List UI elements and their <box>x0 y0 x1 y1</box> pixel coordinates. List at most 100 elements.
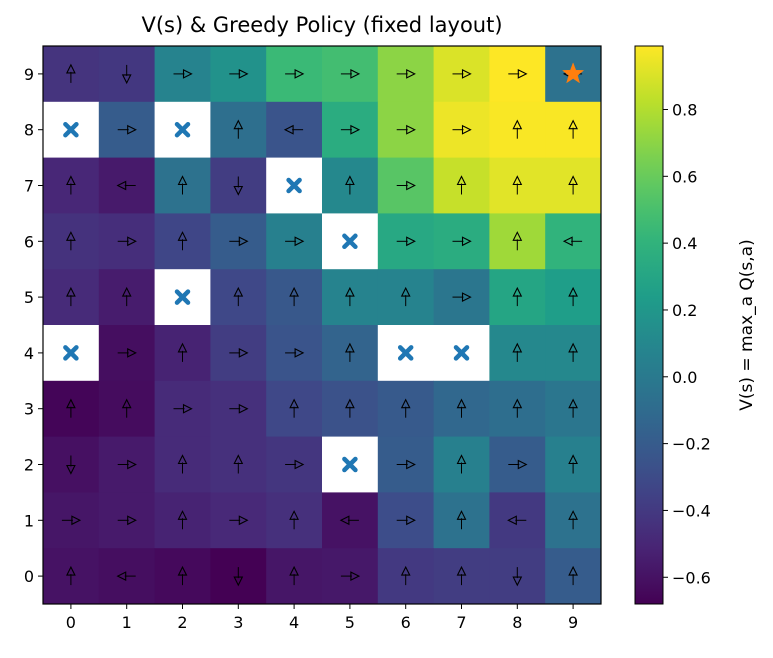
policy-arrow-up <box>568 342 578 362</box>
policy-arrow-up <box>456 565 467 586</box>
policy-arrow-up <box>456 175 467 195</box>
policy-arrow-up <box>345 342 355 362</box>
y-tick-label: 6 <box>24 232 34 251</box>
y-tick-label: 0 <box>24 567 34 586</box>
policy-arrow-left <box>116 571 136 581</box>
x-tick-label: 0 <box>66 613 76 632</box>
obstacle-marker <box>174 121 191 138</box>
policy-arrow-left <box>339 515 359 526</box>
policy-arrow-up <box>456 454 467 474</box>
y-axis: 9 8 7 6 5 4 3 2 1 0 <box>24 65 43 586</box>
policy-arrow-right <box>117 459 137 470</box>
policy-arrow-right <box>117 348 137 358</box>
colorbar: −0.6 −0.4 −0.2 0.0 0.2 0.4 0.6 0.8 V(s) = max_a… <box>634 45 757 605</box>
policy-arrow-right <box>396 180 416 191</box>
policy-arrow-up <box>568 510 578 530</box>
policy-arrow-down <box>233 567 244 587</box>
policy-arrow-right <box>229 403 249 414</box>
policy-arrow-up <box>400 398 411 418</box>
y-tick-label: 3 <box>24 400 34 419</box>
colorbar-label: V(s) = max_a Q(s,a) <box>737 239 757 411</box>
policy-arrow-right <box>508 69 528 79</box>
policy-arrow-right <box>452 69 472 79</box>
policy-arrow-right <box>396 515 416 526</box>
policy-arrow-up <box>177 510 188 530</box>
policy-arrow-up <box>345 398 355 418</box>
x-axis: 0 1 2 3 4 5 6 7 8 9 <box>66 604 578 632</box>
obstacle-marker <box>342 233 358 250</box>
policy-arrow-up <box>66 231 76 251</box>
policy-arrow-up <box>66 63 76 83</box>
policy-arrow-up <box>568 119 578 139</box>
policy-arrow-right <box>117 236 137 247</box>
policy-arrow-up <box>177 454 188 474</box>
x-tick-label: 9 <box>568 613 578 632</box>
x-tick-label: 7 <box>456 613 466 632</box>
policy-arrow-up <box>400 286 411 307</box>
policy-arrow-up <box>512 231 523 251</box>
colorbar-ticks: −0.6 −0.4 −0.2 0.0 0.2 0.4 0.6 0.8 <box>663 100 711 587</box>
obstacle-marker <box>397 345 414 361</box>
policy-arrow-up <box>456 398 467 418</box>
policy-arrow-right <box>340 69 361 79</box>
colorbar-tick-label: 0.0 <box>672 368 697 387</box>
policy-arrow-up <box>568 565 578 586</box>
policy-arrow-right <box>340 571 361 581</box>
policy-arrow-right <box>452 236 472 247</box>
policy-arrow-right <box>396 236 416 247</box>
policy-arrow-up <box>66 175 76 195</box>
obstacle-marker <box>286 177 302 194</box>
plot-frame <box>42 45 602 605</box>
policy-arrow-up <box>345 286 355 307</box>
policy-arrow-up <box>66 398 76 418</box>
policy-arrow-right <box>452 124 472 135</box>
policy-arrow-right <box>61 515 82 526</box>
policy-arrow-down <box>512 567 523 587</box>
policy-arrow-left <box>283 124 304 135</box>
policy-arrow-up <box>289 510 299 530</box>
policy-arrow-up <box>233 454 244 474</box>
colorbar-tick-label: −0.6 <box>672 568 711 587</box>
policy-arrow-right <box>452 292 472 302</box>
policy-arrow-up <box>121 286 132 307</box>
y-tick-label: 7 <box>24 177 34 196</box>
policy-arrow-right <box>285 459 305 470</box>
policy-arrow-down <box>66 455 76 475</box>
policy-arrow-up <box>456 510 467 530</box>
y-tick-label: 4 <box>24 344 34 363</box>
policy-arrow-right <box>229 236 249 247</box>
obstacle-marker <box>174 289 191 305</box>
policy-arrow-up <box>289 398 299 418</box>
y-tick-label: 2 <box>24 456 34 475</box>
policy-arrow-up <box>568 398 578 418</box>
policy-arrow-up <box>512 342 523 362</box>
heatmap-markers <box>61 62 585 587</box>
y-tick-label: 9 <box>24 65 34 84</box>
policy-arrow-up <box>177 342 188 362</box>
policy-arrow-up <box>289 286 299 307</box>
policy-arrow-up <box>568 454 578 474</box>
colorbar-gradient <box>634 45 664 605</box>
policy-arrow-up <box>177 231 188 251</box>
policy-arrow-right <box>285 236 305 247</box>
policy-arrow-up <box>66 565 76 586</box>
policy-arrow-up <box>66 286 76 307</box>
y-tick-label: 8 <box>24 121 34 140</box>
colorbar-tick-label: 0.2 <box>672 301 697 320</box>
x-tick-label: 4 <box>289 613 299 632</box>
colorbar-tick-label: 0.6 <box>672 167 697 186</box>
policy-arrow-right <box>508 459 528 470</box>
policy-arrow-up <box>568 286 578 307</box>
colorbar-tick-label: 0.8 <box>672 100 697 119</box>
policy-arrow-right <box>396 124 416 135</box>
y-tick-label: 5 <box>24 288 34 307</box>
policy-arrow-right <box>229 515 249 526</box>
policy-arrow-down <box>233 176 244 196</box>
policy-arrow-right <box>396 459 416 470</box>
goal-marker <box>561 62 585 84</box>
policy-arrow-up <box>345 175 355 195</box>
x-tick-label: 3 <box>233 613 243 632</box>
policy-arrow-left <box>562 236 583 247</box>
x-tick-label: 2 <box>177 613 187 632</box>
